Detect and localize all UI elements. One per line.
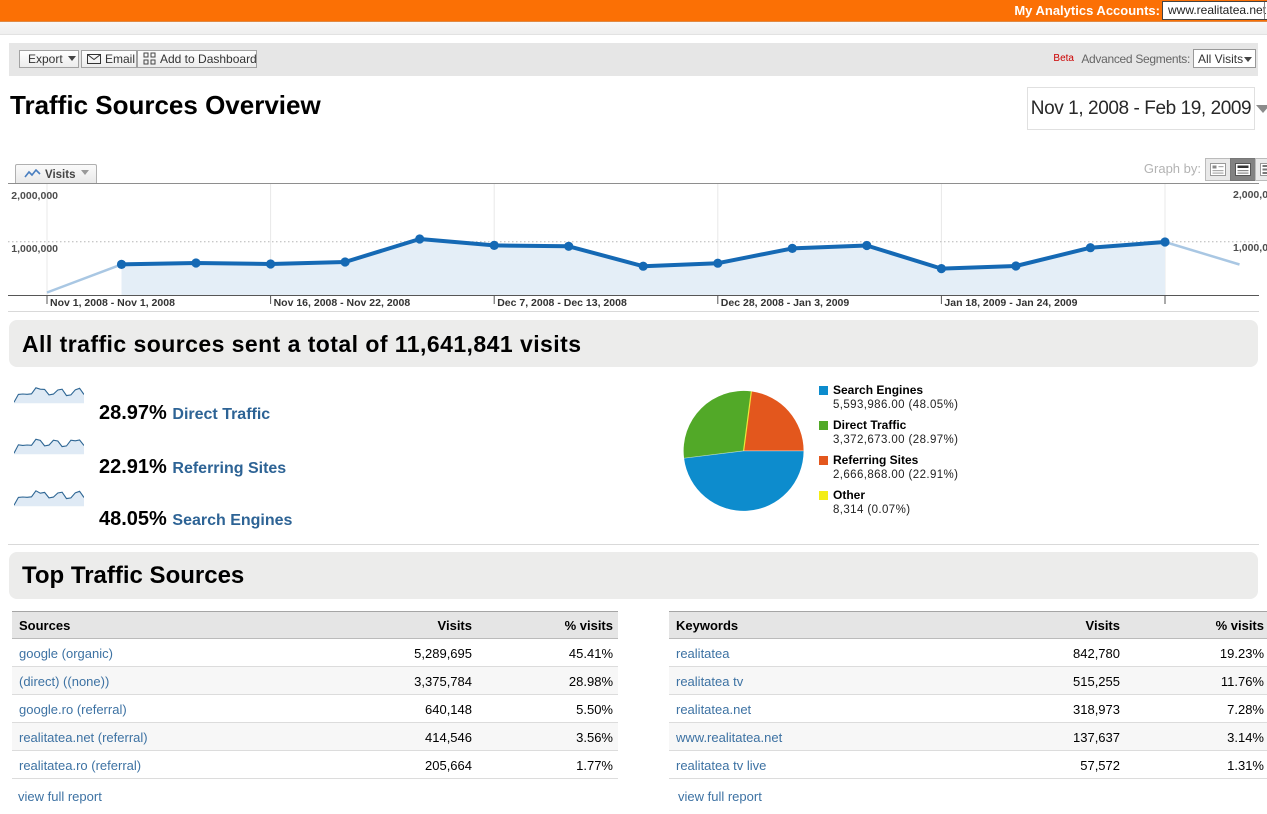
svg-text:2,000,000: 2,000,000 (11, 190, 58, 202)
svg-text:Dec 7, 2008 - Dec 13, 2008: Dec 7, 2008 - Dec 13, 2008 (497, 297, 627, 309)
svg-text:2,000,000: 2,000,000 (1233, 189, 1267, 201)
svg-text:Nov 1, 2008 - Nov 1, 2008: Nov 1, 2008 - Nov 1, 2008 (50, 297, 175, 309)
svg-text:Dec 28, 2008 - Jan 3, 2009: Dec 28, 2008 - Jan 3, 2009 (721, 297, 850, 309)
svg-text:Jan 18, 2009 - Jan 24, 2009: Jan 18, 2009 - Jan 24, 2009 (944, 297, 1077, 309)
svg-text:Nov 16, 2008 - Nov 22, 2008: Nov 16, 2008 - Nov 22, 2008 (274, 297, 411, 309)
svg-text:1,000,000: 1,000,000 (11, 243, 58, 255)
svg-text:1,000,000: 1,000,000 (1233, 242, 1267, 254)
